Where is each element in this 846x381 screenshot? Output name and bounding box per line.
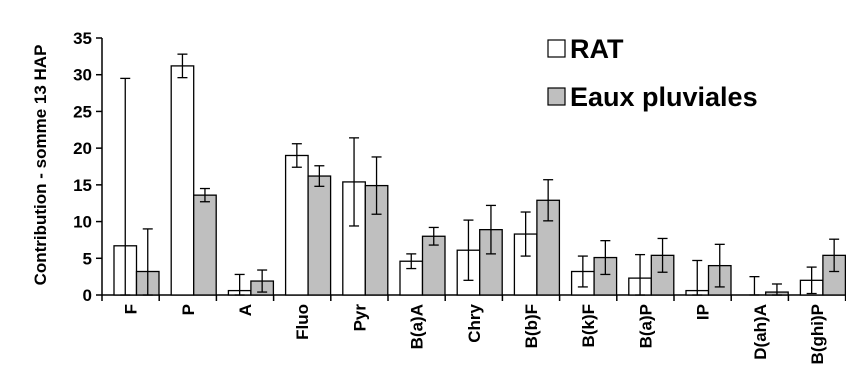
x-tick-label: B(ghi)P: [808, 304, 827, 364]
legend-label-rat: RAT: [570, 34, 624, 64]
error-bar-rat: [349, 137, 360, 227]
bar-eaux-pluviales: [307, 175, 332, 296]
y-tick-label: 35: [73, 29, 92, 48]
y-tick-label: 30: [73, 66, 92, 85]
error-bar-rat: [577, 255, 588, 288]
legend-label-eaux-pluviales: Eaux pluviales: [570, 82, 758, 112]
error-bar-rat: [177, 53, 188, 79]
error-bar-rat: [463, 219, 474, 281]
legend-swatch-eaux-pluviales: [547, 87, 566, 106]
error-bar-rat: [406, 253, 417, 270]
error-bar-eaux-pluviales: [543, 179, 554, 222]
bar-rat: [284, 154, 309, 296]
error-bar-rat: [806, 266, 817, 295]
bars: [113, 65, 846, 296]
error-bars: [120, 53, 840, 296]
error-bar-eaux-pluviales: [600, 240, 611, 276]
error-bar-eaux-pluviales: [371, 156, 382, 215]
x-tick-label: D(ah)A: [751, 304, 770, 360]
error-bar-rat: [234, 273, 245, 296]
error-bar-rat: [749, 275, 760, 296]
x-tick-label: Pyr: [350, 304, 369, 332]
error-bar-eaux-pluviales: [257, 269, 268, 293]
x-tick-label: P: [179, 304, 198, 315]
y-tick-label: 5: [83, 249, 92, 268]
error-bar-eaux-pluviales: [771, 283, 782, 296]
error-bar-rat: [520, 211, 531, 257]
error-bar-eaux-pluviales: [657, 237, 668, 273]
error-bar-eaux-pluviales: [314, 165, 325, 187]
error-bar-eaux-pluviales: [485, 204, 496, 255]
x-tick-label: IP: [694, 304, 713, 320]
error-bar-eaux-pluviales: [142, 228, 153, 296]
y-tick-label: 20: [73, 139, 92, 158]
x-tick-label: B(b)F: [522, 304, 541, 348]
x-tick-labels: F P A Fluo Pyr B(a)A Chry B(b)F B(k)F B(a)P IP D(ah…: [122, 303, 827, 364]
error-bar-rat: [120, 77, 131, 296]
axes: 0 5 10 15 20 25 30 35: [73, 29, 846, 305]
x-tick-label: A: [236, 304, 255, 316]
error-bar-eaux-pluviales: [199, 187, 210, 203]
y-tick-label: 25: [73, 102, 92, 121]
y-axis-title: Contribution - somme 13 HAP: [31, 45, 50, 286]
legend: RAT Eaux pluviales: [547, 34, 758, 112]
x-tick-label: Fluo: [293, 304, 312, 340]
bar-rat: [170, 65, 195, 296]
x-tick-label: B(a)P: [636, 304, 655, 348]
x-tick-label: F: [122, 304, 141, 314]
y-tick-label: 15: [73, 176, 92, 195]
error-bar-eaux-pluviales: [829, 238, 840, 273]
y-tick-label: 0: [83, 286, 92, 305]
error-bar-rat: [291, 143, 302, 168]
error-bar-rat: [635, 253, 646, 296]
y-tick-label: 10: [73, 213, 92, 232]
error-bar-rat: [692, 259, 703, 296]
error-bar-eaux-pluviales: [428, 226, 439, 246]
legend-swatch-rat: [547, 39, 566, 58]
x-tick-label: Chry: [465, 303, 484, 342]
x-tick-label: B(a)A: [408, 304, 427, 349]
x-tick-label: B(k)F: [579, 304, 598, 347]
error-bar-eaux-pluviales: [714, 243, 725, 288]
bar-eaux-pluviales: [193, 194, 217, 296]
